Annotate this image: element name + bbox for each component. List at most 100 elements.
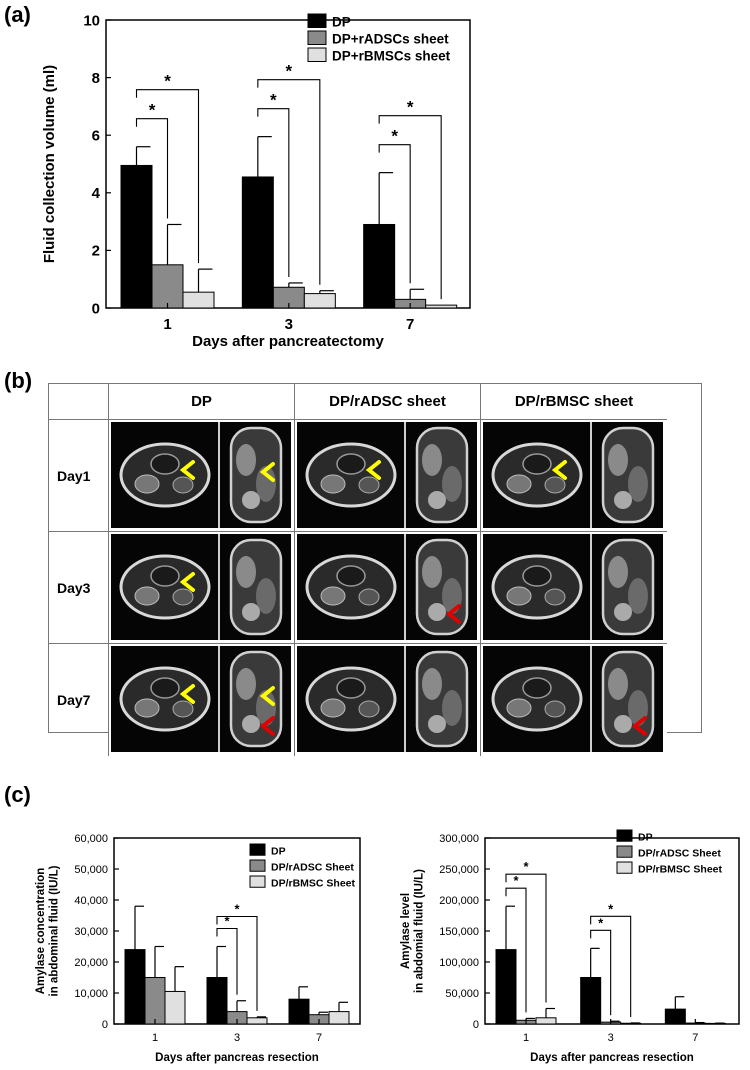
legend-label: DP <box>332 15 351 30</box>
mri-col-header-radsc: DP/rADSC sheet <box>295 384 481 420</box>
y-axis-label: in abdomial fluid (IU/L) <box>414 869 426 993</box>
mri-coronal-organ <box>236 444 256 476</box>
yellow-arrow-icon <box>551 460 567 480</box>
mri-coronal-organ <box>608 556 628 588</box>
y-tick-label: 8 <box>92 70 100 87</box>
y-axis-label: Fluid collection volume (ml) <box>41 65 58 263</box>
y-tick-label: 0 <box>102 1019 108 1031</box>
mri-image-day3-radsc <box>295 532 481 644</box>
mri-axial-spine <box>522 677 552 699</box>
significance-bracket <box>257 108 290 277</box>
mri-coronal-organ <box>256 466 276 502</box>
mri-row-label-day1: Day1 <box>49 420 109 532</box>
bar <box>206 977 228 1025</box>
significance-star: * <box>164 72 171 91</box>
legend-swatch <box>307 30 327 45</box>
y-tick-label: 6 <box>92 127 100 144</box>
significance-star: * <box>286 62 293 81</box>
mri-axial-organ <box>320 698 346 718</box>
mri-axial-organ <box>172 476 194 494</box>
legend-swatch <box>249 875 266 888</box>
yellow-arrow-icon <box>259 462 275 482</box>
significance-star: * <box>608 901 614 916</box>
panel-label-a: (a) <box>4 2 31 27</box>
mri-coronal-organ <box>256 690 276 726</box>
x-tick-label: 7 <box>692 1032 698 1044</box>
mri-axial-spine <box>336 565 366 587</box>
mri-image-day7-radsc <box>295 644 481 756</box>
legend-label: DP/rBMSC Sheet <box>271 878 356 890</box>
mri-coronal-organ <box>614 715 632 733</box>
yellow-arrow-icon <box>365 460 381 480</box>
y-tick-label: 250,000 <box>439 864 479 876</box>
significance-star: * <box>407 98 414 117</box>
mri-axial-organ <box>506 698 532 718</box>
chart-amylase-concentration: 0 10,000 20,000 30,000 40,000 50,000 60,000 1 3 7… <box>35 833 361 1064</box>
significance-star: * <box>391 127 398 146</box>
x-tick-label: 7 <box>406 316 414 333</box>
mri-axial-organ <box>544 700 566 718</box>
mri-coronal-organ <box>608 444 628 476</box>
mri-image <box>111 646 291 752</box>
legend-swatch <box>307 47 327 62</box>
legend-label: DP/rADSC Sheet <box>638 848 721 860</box>
legend-swatch <box>307 13 327 28</box>
mri-coronal-organ <box>242 491 260 509</box>
mri-coronal-organ <box>442 466 462 502</box>
mri-axial-spine <box>522 565 552 587</box>
mri-axial-organ <box>134 474 160 494</box>
bar <box>580 977 602 1025</box>
y-tick-label: 100,000 <box>439 957 479 969</box>
y-tick-label: 200,000 <box>439 895 479 907</box>
legend-label: DP <box>638 832 653 844</box>
significance-bracket <box>378 115 442 300</box>
mri-axial-spine <box>522 453 552 475</box>
mri-axial-organ <box>358 588 380 606</box>
x-axis-label: Days after pancreas resection <box>530 1052 694 1064</box>
y-tick-label: 30,000 <box>74 926 108 938</box>
bar <box>363 223 396 309</box>
significance-bracket <box>135 89 200 264</box>
significance-bracket <box>590 915 632 1017</box>
mri-coronal-organ <box>428 715 446 733</box>
mri-image-day3-rbmsc <box>481 532 667 644</box>
x-axis-label: Days after pancreas resection <box>155 1052 319 1064</box>
mri-image <box>483 646 663 752</box>
mri-image <box>297 422 477 528</box>
yellow-arrow-icon <box>179 572 195 592</box>
mri-axial-organ <box>134 698 160 718</box>
mri-coronal-organ <box>422 444 442 476</box>
yellow-arrow-icon <box>259 686 275 706</box>
mri-coronal-organ <box>428 491 446 509</box>
mri-image-day3-dp <box>109 532 295 644</box>
legend-swatch <box>616 861 633 874</box>
legend-swatch <box>616 829 633 842</box>
mri-image-day1-rbmsc <box>481 420 667 532</box>
mri-axial-organ <box>544 588 566 606</box>
mri-image <box>297 646 477 752</box>
mri-image <box>111 534 291 640</box>
bar <box>495 949 517 1025</box>
bar <box>620 1022 642 1025</box>
mri-image <box>483 534 663 640</box>
mri-coronal-organ <box>236 668 256 700</box>
mri-axial-organ <box>320 586 346 606</box>
mri-image <box>483 422 663 528</box>
bar <box>246 1017 268 1025</box>
yellow-arrow-icon <box>179 460 195 480</box>
mri-col-header-rbmsc: DP/rBMSC sheet <box>481 384 667 420</box>
bar <box>120 164 153 309</box>
significance-star: * <box>234 902 240 917</box>
legend-label: DP/rBMSC Sheet <box>638 864 723 876</box>
bar <box>425 304 458 309</box>
mri-axial-organ <box>506 586 532 606</box>
mri-image <box>111 422 291 528</box>
bar <box>303 293 336 309</box>
legend-label: DP/rADSC Sheet <box>271 862 354 874</box>
bar <box>704 1022 726 1025</box>
mri-coronal-organ <box>608 668 628 700</box>
y-tick-label: 50,000 <box>74 864 108 876</box>
y-tick-label: 0 <box>473 1019 479 1031</box>
mri-coronal-organ <box>256 578 276 614</box>
legend-label: DP <box>271 846 286 858</box>
